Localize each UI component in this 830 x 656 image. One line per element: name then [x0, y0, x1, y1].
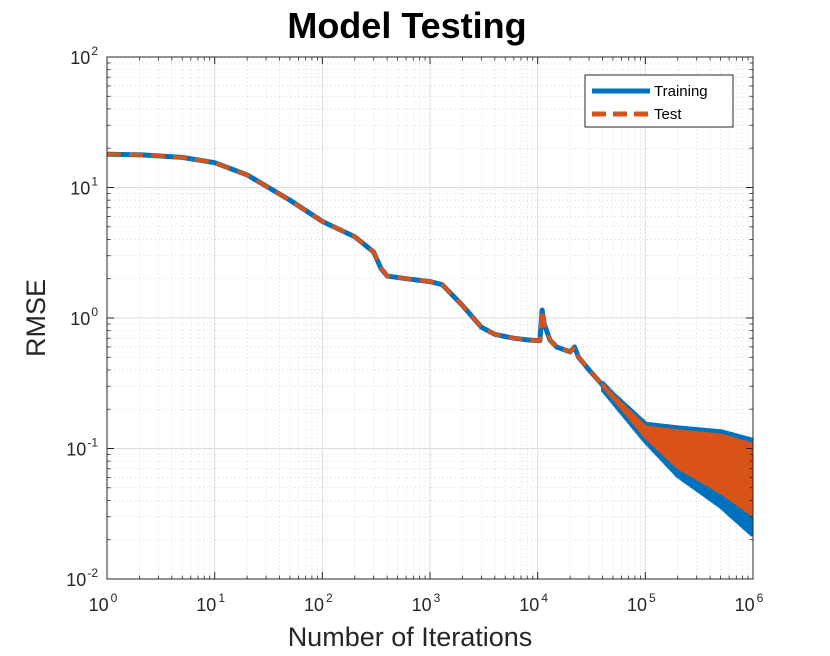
chart-title: Model Testing [287, 5, 526, 46]
series-test [107, 152, 753, 517]
x-tick-labels: 10 0 10 1 10 2 10 3 10 4 10 5 10 6 [89, 591, 764, 615]
legend-label-training: Training [654, 83, 708, 100]
legend-label-test: Test [654, 106, 682, 123]
x-tick-label: 10 0 [89, 591, 118, 615]
x-tick-label: 10 5 [627, 591, 656, 615]
x-tick-label: 10 2 [304, 591, 333, 615]
axis-ticks [106, 56, 754, 580]
x-tick-label: 10 3 [412, 591, 441, 615]
x-axis-label: Number of Iterations [288, 622, 533, 652]
x-tick-label: 10 1 [196, 591, 225, 615]
y-axis-label: RMSE [21, 279, 51, 357]
y-tick-label: 101 [70, 175, 98, 199]
x-tick-label: 10 4 [519, 591, 548, 615]
y-tick-label: 100 [70, 305, 98, 329]
x-tick-label: 10 6 [735, 591, 764, 615]
legend-box [584, 74, 734, 128]
y-tick-label: 10-1 [66, 436, 98, 460]
legend: Training Test [584, 74, 734, 128]
y-tick-label: 102 [70, 44, 98, 68]
y-tick-label: 10-2 [66, 566, 98, 590]
y-tick-labels: 10-2 10-1 100 101 102 [66, 44, 98, 590]
series-test-line [107, 152, 753, 490]
series-layer [107, 151, 753, 537]
